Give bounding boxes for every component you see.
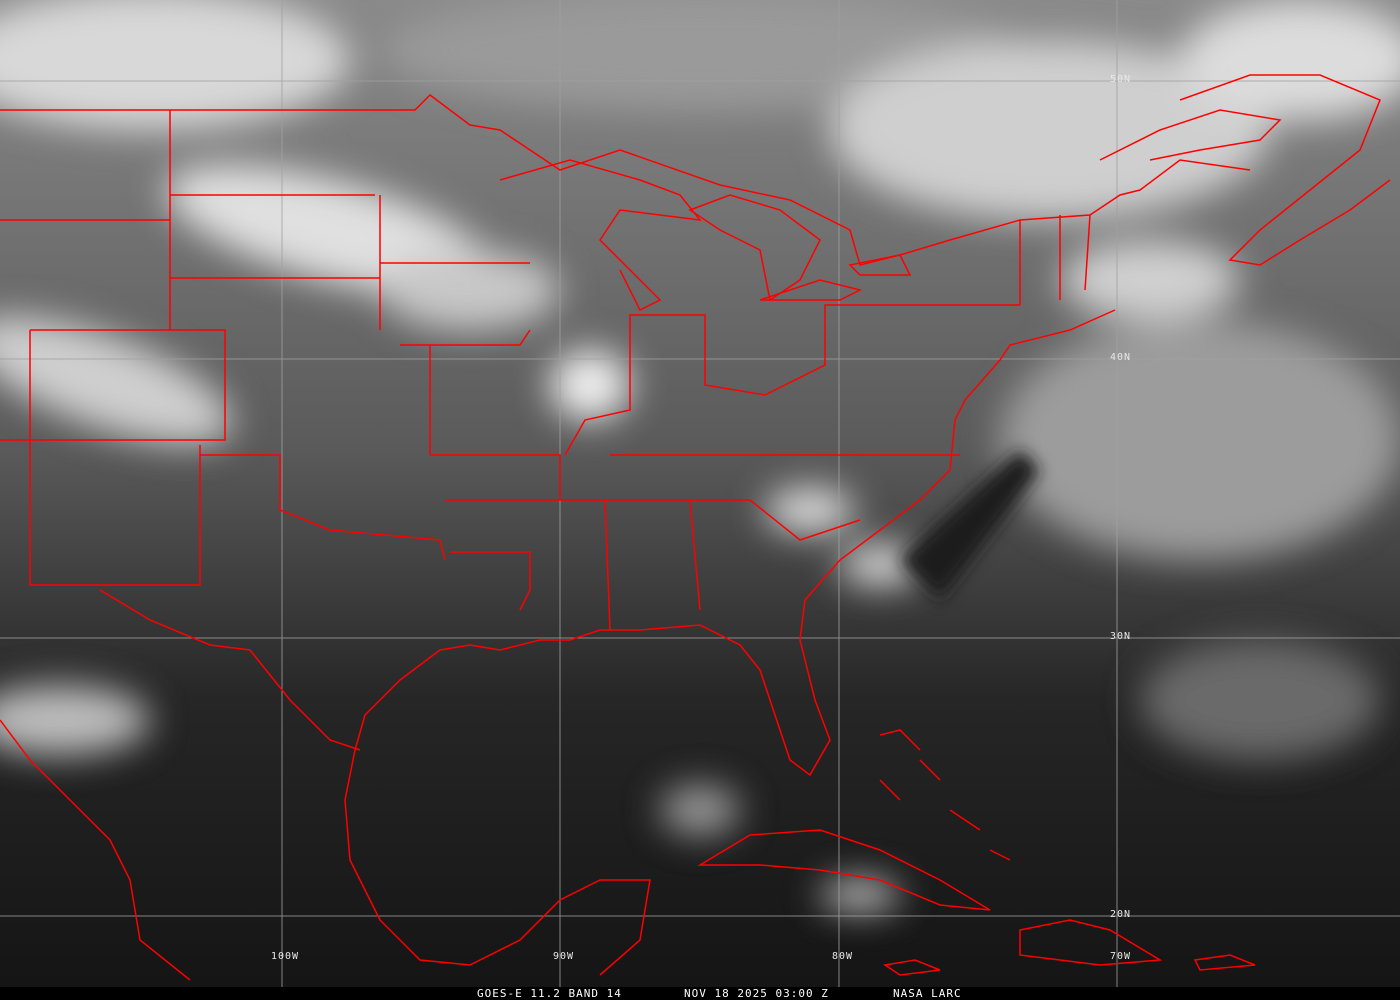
lat-label-50n: 50N [1110, 74, 1132, 85]
lon-label-90w: 90W [553, 951, 575, 962]
lat-label-40n: 40N [1110, 352, 1132, 363]
lon-label-100w: 100W [271, 951, 300, 962]
source-label: NASA LARC [893, 987, 962, 1000]
bahamas [879, 729, 1011, 861]
lat-label-30n: 30N [1110, 631, 1132, 642]
great-lakes [499, 159, 912, 312]
cuba [697, 829, 991, 911]
eastern-canada [1099, 74, 1391, 266]
timestamp-label: NOV 18 2025 03:00 Z [684, 987, 829, 1000]
cloud-fields [0, 0, 1400, 910]
lon-label-80w: 80W [832, 951, 854, 962]
dark-ocean-band [900, 450, 1040, 600]
satellite-band-label: GOES-E 11.2 BAND 14 [477, 987, 622, 1000]
political-borders [0, 74, 1391, 981]
lat-label-20n: 20N [1110, 909, 1132, 920]
lon-label-70w: 70W [1110, 951, 1132, 962]
rio-grande [99, 589, 361, 751]
us-canada-border [0, 94, 1251, 266]
jamaica [883, 959, 941, 976]
state-borders [0, 110, 1091, 631]
image-caption-bar: GOES-E 11.2 BAND 14 NOV 18 2025 03:00 Z … [0, 987, 1400, 1000]
east-coast [344, 309, 1116, 976]
hispaniola [1019, 919, 1163, 966]
puerto-rico [1193, 954, 1256, 971]
mexico-coast-west [0, 719, 191, 981]
